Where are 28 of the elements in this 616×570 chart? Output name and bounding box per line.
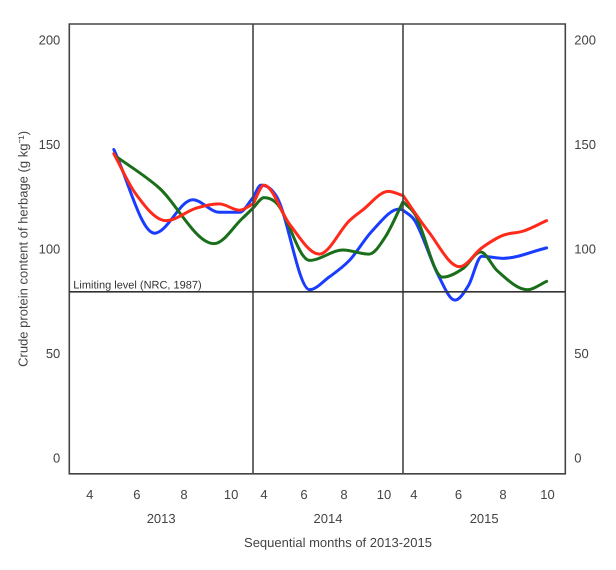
x-axis-title: 2014 (314, 510, 342, 526)
x-tick-label: 6 (300, 487, 308, 502)
x-tick-label: 8 (499, 487, 507, 502)
ref-line-label: Limiting level (NRC, 1987) (73, 279, 202, 292)
x-axis-title: 2013 (146, 510, 176, 526)
y2-tick-label: 150 (574, 136, 596, 152)
x-tick-label: 4 (86, 487, 94, 502)
x-tick-label: 6 (133, 487, 141, 502)
text: Sequential months of 2013-2015 (243, 535, 433, 550)
y2-tick-label: 50 (574, 346, 589, 362)
y-tick-label: 200 (38, 32, 60, 48)
y2-tick-label: 0 (574, 450, 582, 466)
y-tick-label: 150 (38, 136, 60, 152)
x-tick-label: 10 (540, 487, 555, 502)
x-tick-label: 4 (410, 487, 418, 502)
y-axis-title: Crude protein content of herbage (g kg⁻¹) (15, 130, 30, 367)
x-tick-label: 10 (224, 487, 238, 502)
y-tick-label: 50 (46, 346, 60, 362)
y-tick-label: 100 (38, 242, 60, 257)
x-tick-label: 4 (260, 487, 268, 502)
x-tick-label: 8 (340, 487, 348, 502)
x-tick-label: 8 (180, 487, 188, 502)
x-tick-label: 10 (376, 487, 392, 502)
y2-tick-label: 200 (574, 32, 596, 48)
x-tick-label: 6 (454, 487, 462, 502)
x-axis-title: 2015 (470, 510, 499, 526)
y2-tick-label: 100 (574, 242, 596, 257)
y-tick-label: 0 (53, 450, 60, 466)
